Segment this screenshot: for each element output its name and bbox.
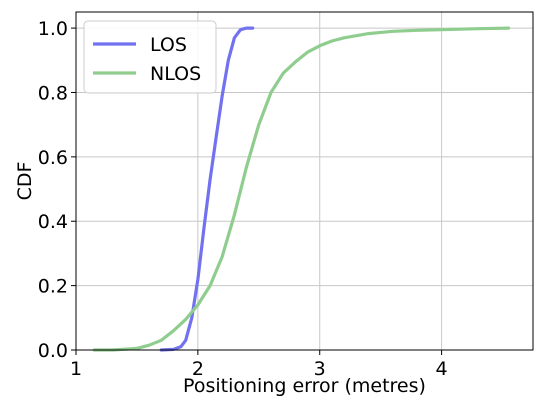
- y-tick-label: 1.0: [38, 18, 68, 40]
- legend: LOS NLOS: [83, 20, 217, 94]
- x-tick-label: 4: [436, 358, 448, 380]
- x-tick-label: 2: [192, 358, 204, 380]
- y-axis-label: CDF: [14, 162, 36, 201]
- series-layer: [92, 26, 511, 352]
- series-line-nlos: [92, 26, 511, 352]
- x-axis-label: Positioning error (metres): [183, 375, 426, 397]
- x-tick-label: 3: [314, 358, 326, 380]
- x-tick-label: 1: [70, 358, 82, 380]
- y-tick-label: 0.4: [38, 211, 68, 233]
- y-tick-label: 0.6: [38, 147, 68, 169]
- ticks-layer: 1 2 3 4 0.0 0.2 0.4 0.6 0.8 1.0: [38, 18, 448, 380]
- y-tick-label: 0.2: [38, 276, 68, 298]
- legend-label: NLOS: [150, 63, 201, 85]
- y-tick-label: 0.8: [38, 82, 68, 104]
- legend-box: [83, 20, 217, 94]
- y-tick-label: 0.0: [38, 340, 68, 362]
- legend-label: LOS: [150, 34, 187, 56]
- plot-frame: [75, 11, 534, 351]
- series-line-los: [159, 26, 255, 352]
